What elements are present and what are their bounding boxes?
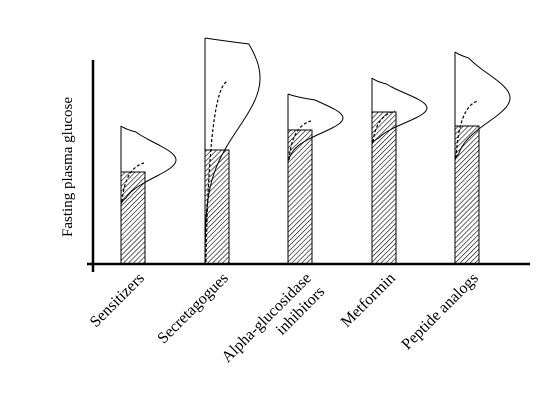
x-tick-label: Secretagogues <box>154 270 231 347</box>
cumulative-curve <box>372 110 396 143</box>
x-tick-label: Alpha-glucosidaseinhibitors <box>219 270 329 380</box>
x-tick-label: Sensitizers <box>87 270 148 331</box>
x-tick-label: Metformin <box>338 270 399 331</box>
x-tick-labels: Sensitizers SecretagoguesAlpha-glucosidas… <box>87 270 482 380</box>
plot-area <box>120 37 511 265</box>
x-tick-label-line: Sensitizers <box>87 270 148 331</box>
distribution-curve <box>120 125 177 205</box>
distribution-curve <box>371 77 428 145</box>
distribution-curve <box>204 37 261 264</box>
y-axis-label: Fasting plasma glucose <box>60 97 76 237</box>
distribution-curve <box>454 51 511 161</box>
bar <box>204 149 230 265</box>
bar <box>287 129 313 265</box>
bar <box>120 171 146 265</box>
x-tick-label-line: Peptide analogs <box>398 270 481 353</box>
x-tick-label: Peptide analogs <box>398 270 481 353</box>
x-tick-label-line: Secretagogues <box>154 270 231 347</box>
cumulative-curve <box>455 100 479 159</box>
cumulative-curve <box>288 120 312 161</box>
distribution-curve <box>287 93 344 163</box>
cumulative-curve <box>121 162 145 203</box>
bar <box>454 125 480 265</box>
x-tick-label-line: Metformin <box>338 270 399 331</box>
bar <box>371 111 397 265</box>
